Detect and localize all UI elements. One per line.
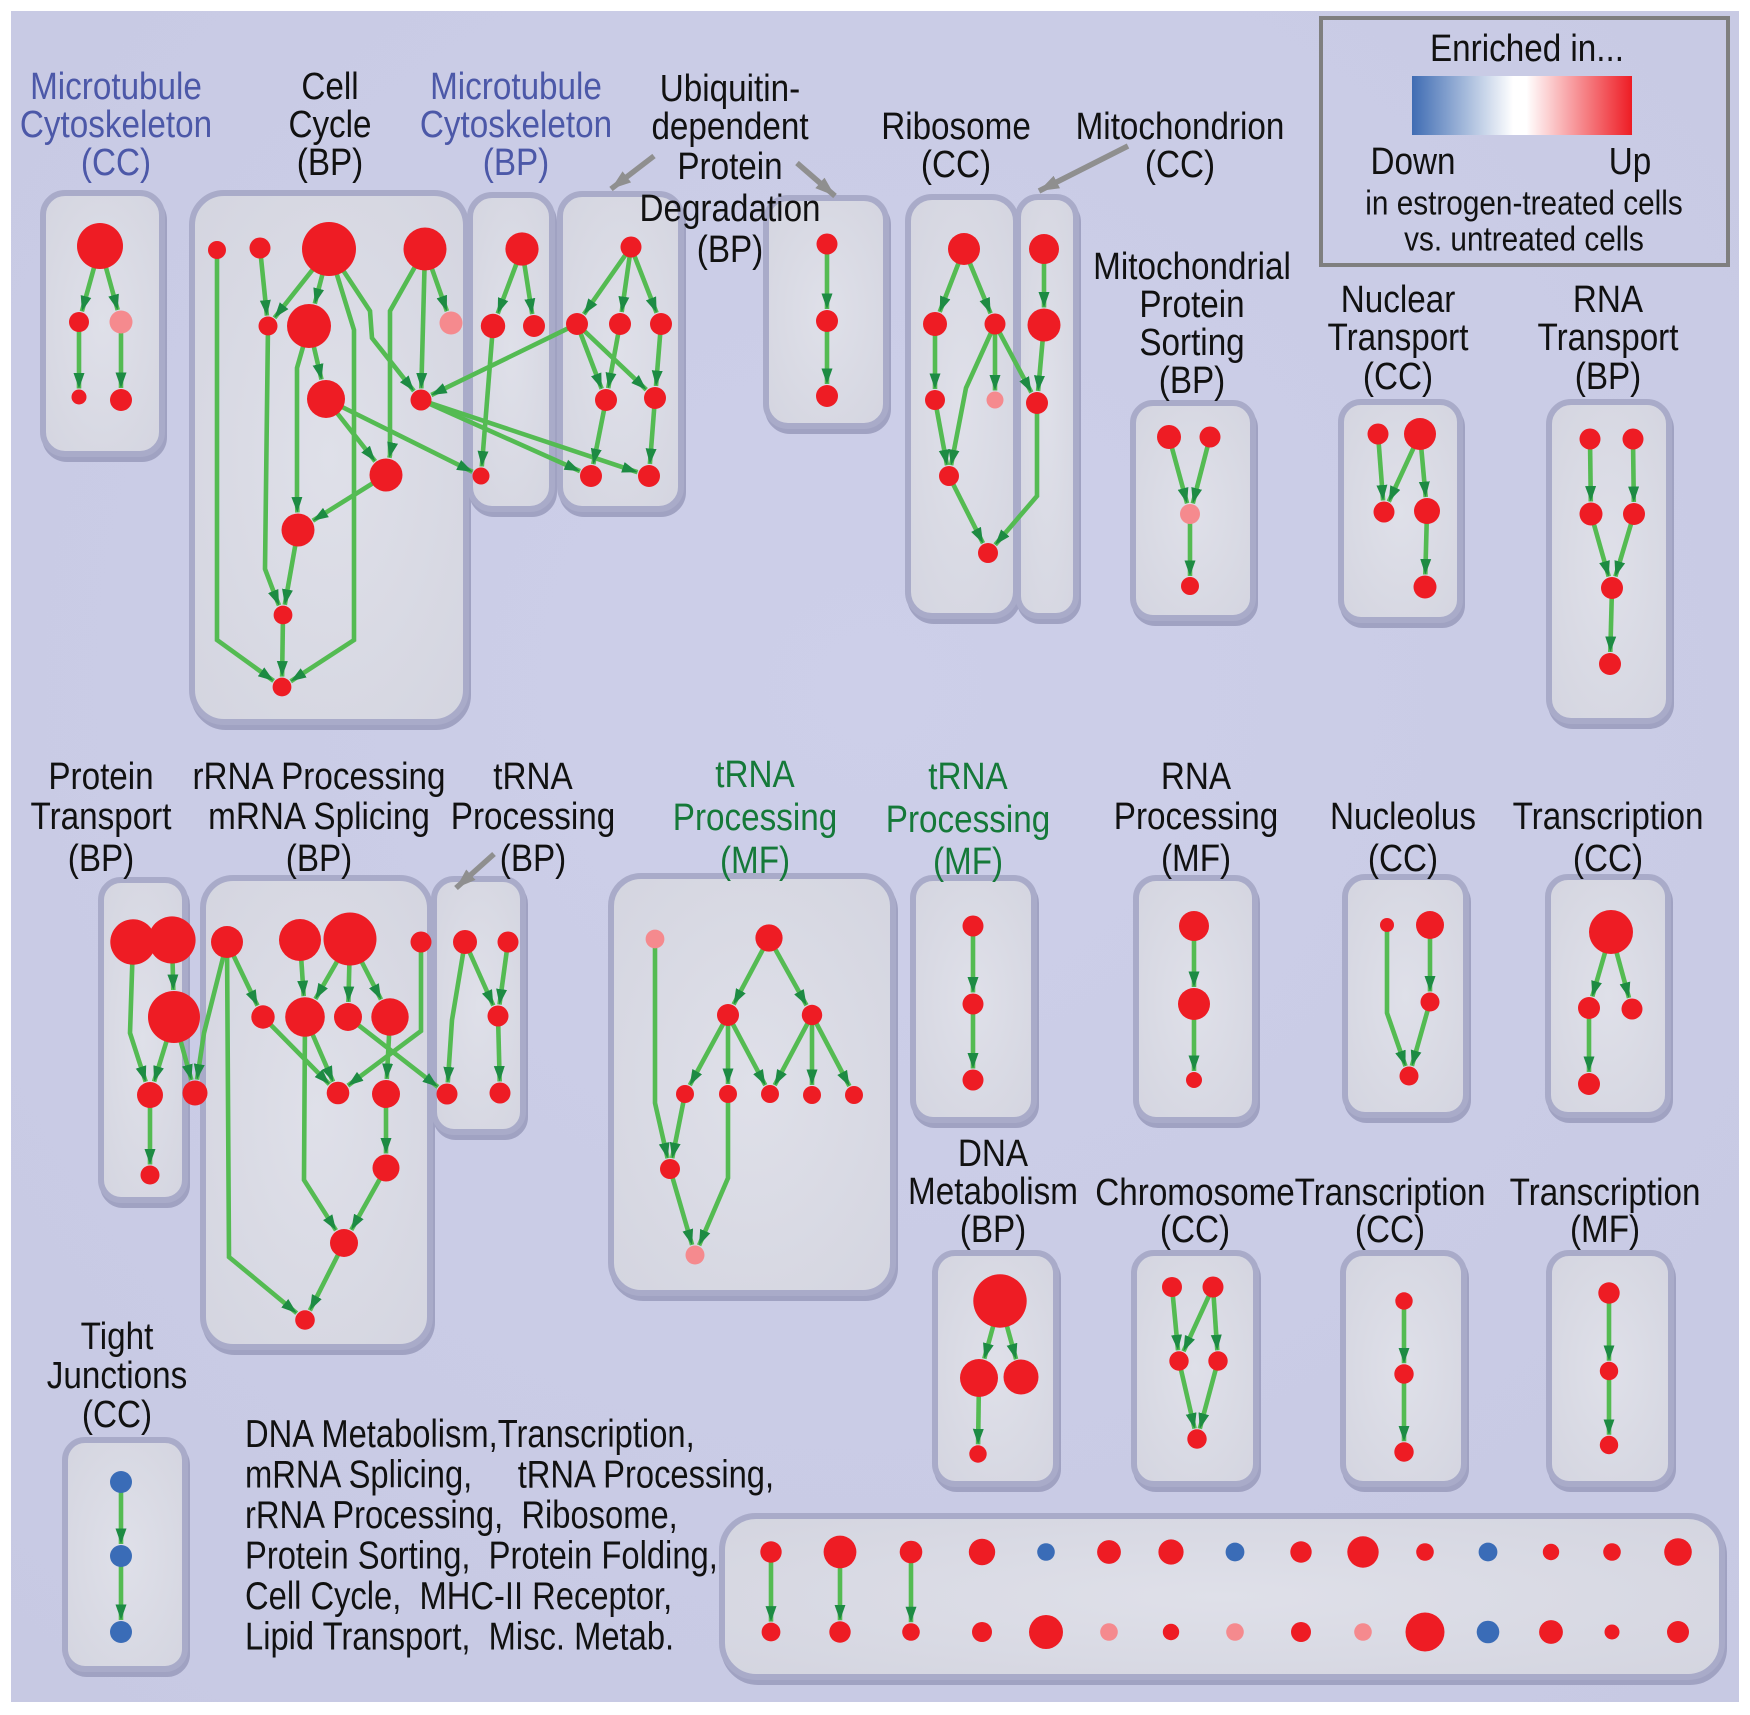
svg-text:(CC): (CC) — [1363, 355, 1433, 398]
svg-text:Down: Down — [1371, 140, 1456, 183]
svg-text:mRNA Splicing: mRNA Splicing — [208, 795, 430, 838]
svg-text:Metabolism: Metabolism — [908, 1170, 1078, 1213]
svg-text:Processing: Processing — [451, 795, 615, 838]
svg-text:Nuclear: Nuclear — [1341, 278, 1456, 321]
svg-text:Protein: Protein — [48, 755, 153, 798]
svg-text:(CC): (CC) — [1145, 143, 1215, 186]
svg-text:(CC): (CC) — [1368, 837, 1438, 880]
svg-text:(BP): (BP) — [1575, 355, 1641, 398]
svg-text:(BP): (BP) — [68, 837, 134, 880]
svg-text:Junctions: Junctions — [47, 1354, 187, 1397]
svg-text:(BP): (BP) — [697, 228, 763, 271]
svg-text:tRNA: tRNA — [715, 753, 795, 796]
svg-text:(BP): (BP) — [500, 837, 566, 880]
svg-text:Transcription: Transcription — [1295, 1171, 1486, 1214]
svg-text:Cytoskeleton: Cytoskeleton — [20, 103, 212, 146]
svg-text:(MF): (MF) — [1161, 837, 1231, 880]
svg-text:Mitochondrial: Mitochondrial — [1093, 245, 1291, 288]
svg-text:(BP): (BP) — [297, 141, 363, 184]
svg-text:(BP): (BP) — [1159, 359, 1225, 402]
svg-text:Mitochondrion: Mitochondrion — [1076, 105, 1285, 148]
svg-text:(CC): (CC) — [921, 143, 991, 186]
svg-text:Microtubule: Microtubule — [430, 65, 602, 108]
svg-text:Lipid Transport, Misc. Metab.: Lipid Transport, Misc. Metab. — [245, 1615, 674, 1658]
svg-text:vs. untreated cells: vs. untreated cells — [1404, 220, 1644, 258]
svg-text:Processing: Processing — [673, 796, 837, 839]
svg-text:(CC): (CC) — [82, 1393, 152, 1436]
svg-text:Transport: Transport — [1328, 316, 1469, 359]
svg-text:Cell Cycle, MHC-II Receptor,: Cell Cycle, MHC-II Receptor, — [245, 1574, 672, 1617]
svg-text:Transcription: Transcription — [1513, 795, 1704, 838]
svg-text:(BP): (BP) — [286, 837, 352, 880]
svg-text:Cytoskeleton: Cytoskeleton — [420, 103, 612, 146]
svg-text:Transport: Transport — [31, 795, 172, 838]
svg-text:(BP): (BP) — [483, 141, 549, 184]
svg-text:Ribosome: Ribosome — [881, 105, 1031, 148]
svg-text:rRNA Processing: rRNA Processing — [192, 755, 445, 798]
svg-text:(CC): (CC) — [1355, 1208, 1425, 1251]
svg-text:Cycle: Cycle — [288, 103, 371, 146]
svg-text:Degradation: Degradation — [639, 187, 820, 230]
svg-text:RNA: RNA — [1573, 278, 1643, 321]
svg-text:(CC): (CC) — [1573, 837, 1643, 880]
svg-text:tRNA: tRNA — [928, 755, 1008, 798]
svg-text:Transcription: Transcription — [1510, 1171, 1701, 1214]
svg-text:Sorting: Sorting — [1139, 321, 1244, 364]
svg-text:rRNA Processing, Ribosome,: rRNA Processing, Ribosome, — [245, 1493, 678, 1536]
svg-text:Enriched in...: Enriched in... — [1430, 27, 1624, 70]
svg-text:(CC): (CC) — [1160, 1208, 1230, 1251]
svg-text:Transport: Transport — [1538, 316, 1679, 359]
svg-text:(BP): (BP) — [960, 1208, 1026, 1251]
svg-text:Up: Up — [1609, 140, 1651, 183]
svg-text:RNA: RNA — [1161, 755, 1231, 798]
svg-text:Processing: Processing — [1114, 795, 1278, 838]
svg-text:Protein: Protein — [677, 145, 782, 188]
svg-text:Tight: Tight — [81, 1315, 154, 1358]
svg-text:mRNA Splicing, tRNA Proces: mRNA Splicing, tRNA Processing, — [245, 1453, 774, 1496]
svg-text:Chromosome: Chromosome — [1095, 1171, 1294, 1214]
svg-text:tRNA: tRNA — [493, 755, 573, 798]
svg-text:Processing: Processing — [886, 798, 1050, 841]
svg-text:(MF): (MF) — [1570, 1208, 1640, 1251]
svg-text:DNA Metabolism,Transcription,: DNA Metabolism,Transcription, — [245, 1412, 695, 1455]
svg-text:Protein Sorting, Protein Fold: Protein Sorting, Protein Folding, — [245, 1534, 718, 1577]
svg-text:Nucleolus: Nucleolus — [1330, 795, 1476, 838]
svg-text:Ubiquitin-: Ubiquitin- — [660, 67, 800, 110]
svg-text:DNA: DNA — [958, 1132, 1028, 1175]
svg-text:Microtubule: Microtubule — [30, 65, 202, 108]
svg-text:dependent: dependent — [651, 105, 808, 148]
svg-text:(CC): (CC) — [81, 141, 151, 184]
svg-text:Cell: Cell — [301, 65, 358, 108]
svg-text:Protein: Protein — [1139, 283, 1244, 326]
svg-text:in estrogen-treated cells: in estrogen-treated cells — [1365, 184, 1682, 222]
svg-text:(MF): (MF) — [720, 839, 790, 882]
svg-text:(MF): (MF) — [933, 840, 1003, 883]
